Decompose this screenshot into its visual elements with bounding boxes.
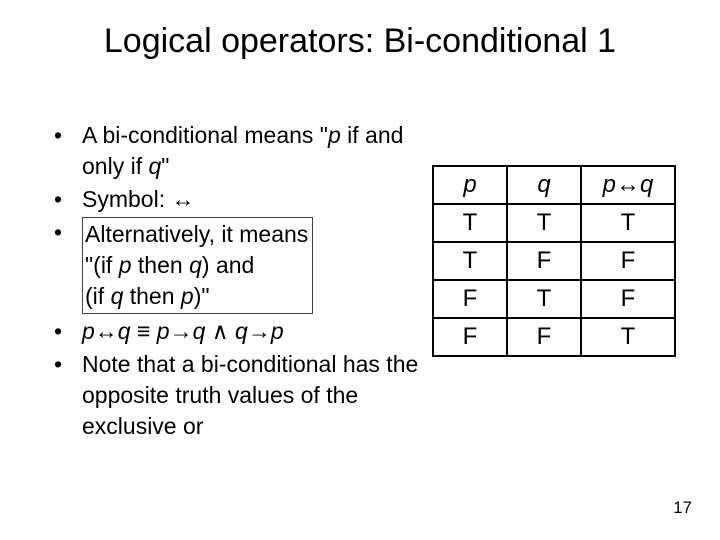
var-p: p <box>82 318 95 344</box>
cell-q: F <box>507 318 581 356</box>
var-q: q <box>111 283 124 309</box>
text: )" <box>194 283 210 309</box>
cell-p: T <box>433 204 507 242</box>
var-p: p <box>271 318 284 344</box>
slide: Logical operators: Bi-conditional 1 • A … <box>0 0 720 540</box>
table-row: F F T <box>433 318 675 356</box>
text: "(if <box>85 252 119 278</box>
bullet-5-text: Note that a bi-conditional has the oppos… <box>82 349 420 442</box>
bullet-5: • Note that a bi-conditional has the opp… <box>50 349 420 442</box>
var-p: p <box>157 318 170 344</box>
table-row: T F F <box>433 242 675 280</box>
implies-symbol: → <box>170 318 193 344</box>
var-q: q <box>118 318 131 344</box>
bullet-dot: • <box>50 349 82 442</box>
biconditional-symbol: ↔ <box>95 318 118 344</box>
text: then <box>132 252 190 278</box>
boxed-definition: Alternatively, it means "(if p then q) a… <box>82 217 313 314</box>
var-q: q <box>193 318 206 344</box>
and-symbol: ∧ <box>205 318 235 344</box>
bullet-2: • Symbol: ↔ <box>50 184 420 215</box>
bullet-dot: • <box>50 217 82 314</box>
text: ) and <box>202 252 254 278</box>
bullet-1: • A bi-conditional means "p if and only … <box>50 120 420 182</box>
slide-title: Logical operators: Bi-conditional 1 <box>0 22 720 61</box>
text: Alternatively, it means <box>85 221 308 247</box>
biconditional-symbol: ↔ <box>171 186 194 212</box>
cell-p: T <box>433 242 507 280</box>
bullet-3-text: Alternatively, it means "(if p then q) a… <box>82 217 420 314</box>
biconditional-symbol: ↔ <box>616 171 640 198</box>
var-p: p <box>328 122 341 148</box>
var-p: p <box>603 171 616 198</box>
cell-p: F <box>433 280 507 318</box>
text: then <box>123 283 181 309</box>
cell-q: T <box>507 280 581 318</box>
equiv-symbol: ≡ <box>131 318 157 344</box>
var-q: q <box>148 153 161 179</box>
bullet-1-text: A bi-conditional means "p if and only if… <box>82 120 420 182</box>
cell-r: F <box>581 280 675 318</box>
bullet-dot: • <box>50 316 82 347</box>
page-number: 17 <box>673 498 692 518</box>
truth-table-wrap: p q p↔q T T T T F F F T F F <box>432 165 676 357</box>
cell-r: T <box>581 318 675 356</box>
truth-table: p q p↔q T T T T F F F T F F <box>432 165 676 357</box>
text: Symbol: <box>82 186 171 212</box>
cell-p: F <box>433 318 507 356</box>
var-q: q <box>640 171 653 198</box>
implies-symbol: → <box>248 318 271 344</box>
text: (if <box>85 283 111 309</box>
cell-q: T <box>507 204 581 242</box>
bullet-2-text: Symbol: ↔ <box>82 184 420 215</box>
cell-r: F <box>581 242 675 280</box>
cell-q: F <box>507 242 581 280</box>
text: A bi-conditional means " <box>82 122 328 148</box>
var-q: q <box>235 318 248 344</box>
table-header-row: p q p↔q <box>433 166 675 204</box>
header-q: q <box>507 166 581 204</box>
table-row: T T T <box>433 204 675 242</box>
var-q: q <box>189 252 202 278</box>
var-p: p <box>119 252 132 278</box>
header-result: p↔q <box>581 166 675 204</box>
bullet-dot: • <box>50 184 82 215</box>
bullet-4: • p↔q ≡ p→q ∧ q→p <box>50 316 420 347</box>
cell-r: T <box>581 204 675 242</box>
bullet-list: • A bi-conditional means "p if and only … <box>50 120 420 444</box>
var-p: p <box>181 283 194 309</box>
bullet-3: • Alternatively, it means "(if p then q)… <box>50 217 420 314</box>
header-p: p <box>433 166 507 204</box>
text: " <box>161 153 169 179</box>
bullet-4-text: p↔q ≡ p→q ∧ q→p <box>82 316 420 347</box>
table-row: F T F <box>433 280 675 318</box>
bullet-dot: • <box>50 120 82 182</box>
